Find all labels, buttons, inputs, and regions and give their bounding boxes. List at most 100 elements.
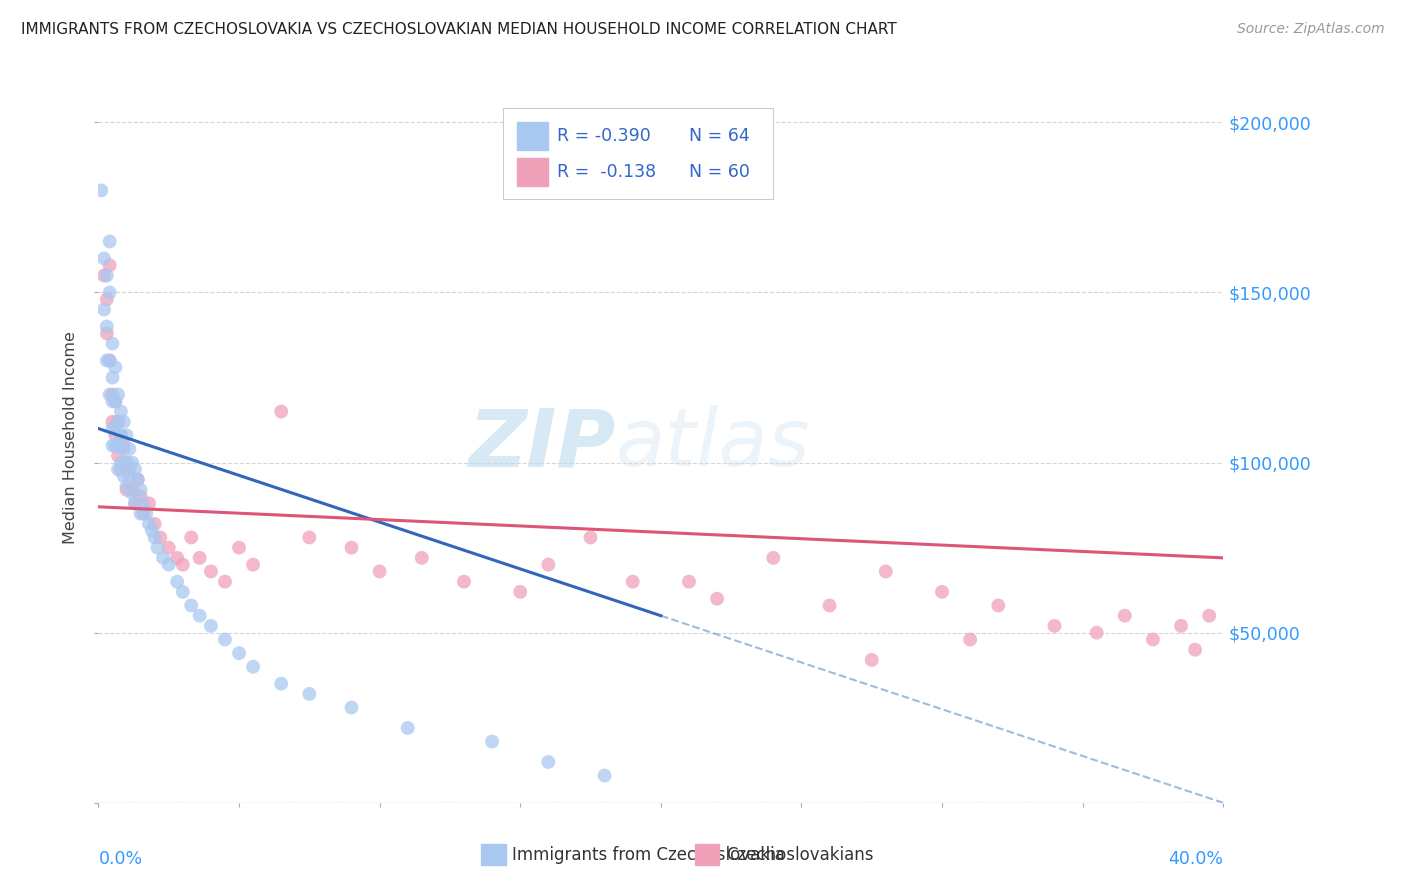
Point <box>98 258 121 272</box>
Point <box>860 653 883 667</box>
Point <box>152 550 174 565</box>
Point <box>101 415 124 429</box>
Point <box>1114 608 1136 623</box>
Point <box>172 585 194 599</box>
Point <box>132 496 155 510</box>
Point <box>115 479 138 493</box>
Point <box>104 421 127 435</box>
Point <box>593 768 616 782</box>
Point <box>396 721 419 735</box>
Point <box>138 516 160 531</box>
Bar <box>695 845 720 865</box>
Point <box>104 360 127 375</box>
Point <box>90 183 112 197</box>
Point <box>124 462 146 476</box>
Point <box>124 496 146 510</box>
Point <box>93 302 115 317</box>
Point <box>101 370 124 384</box>
Point <box>987 599 1010 613</box>
Point <box>214 574 236 589</box>
Point <box>98 285 121 300</box>
Point <box>157 541 180 555</box>
Point <box>107 462 129 476</box>
Point <box>104 394 127 409</box>
Text: 40.0%: 40.0% <box>1168 850 1223 868</box>
Point <box>110 428 132 442</box>
Point <box>96 268 118 283</box>
Point <box>188 608 211 623</box>
Bar <box>517 122 548 150</box>
Text: R = -0.390: R = -0.390 <box>557 127 651 145</box>
Point <box>706 591 728 606</box>
Point <box>214 632 236 647</box>
Point <box>579 531 602 545</box>
Point <box>110 456 132 470</box>
Y-axis label: Median Household Income: Median Household Income <box>63 331 79 543</box>
Point <box>1085 625 1108 640</box>
Point <box>931 585 953 599</box>
Point <box>298 531 321 545</box>
Point <box>110 428 132 442</box>
Point <box>188 550 211 565</box>
Point <box>127 473 149 487</box>
Point <box>138 496 160 510</box>
Point <box>149 531 172 545</box>
Point <box>200 619 222 633</box>
Point <box>959 632 981 647</box>
Point <box>118 462 141 476</box>
Point <box>104 428 127 442</box>
Point <box>537 755 560 769</box>
Point <box>110 462 132 476</box>
Point <box>453 574 475 589</box>
Point <box>228 646 250 660</box>
Point <box>340 700 363 714</box>
Point <box>818 599 841 613</box>
Point <box>678 574 700 589</box>
Point <box>118 442 141 456</box>
Point <box>228 541 250 555</box>
Point <box>143 516 166 531</box>
Point <box>127 473 149 487</box>
Point <box>112 439 135 453</box>
Point <box>180 599 202 613</box>
Point <box>141 524 163 538</box>
Point <box>98 353 121 368</box>
Point <box>509 585 531 599</box>
Point <box>270 677 292 691</box>
Point <box>115 456 138 470</box>
Point <box>481 734 503 748</box>
Text: 0.0%: 0.0% <box>98 850 142 868</box>
Point <box>411 550 433 565</box>
Point <box>104 394 127 409</box>
Point <box>101 394 124 409</box>
FancyBboxPatch shape <box>503 108 773 200</box>
Point <box>1043 619 1066 633</box>
Point <box>107 449 129 463</box>
Point <box>1170 619 1192 633</box>
Point <box>146 541 169 555</box>
Point <box>166 574 188 589</box>
Bar <box>517 159 548 186</box>
Point <box>112 469 135 483</box>
Point <box>107 415 129 429</box>
Point <box>118 469 141 483</box>
Point <box>135 507 157 521</box>
Point <box>101 439 124 453</box>
Point <box>172 558 194 572</box>
Point <box>157 558 180 572</box>
Point <box>101 387 124 401</box>
Point <box>98 353 121 368</box>
Point <box>132 507 155 521</box>
Point <box>270 404 292 418</box>
Point <box>143 531 166 545</box>
Point <box>115 428 138 442</box>
Point <box>101 336 124 351</box>
Point <box>875 565 897 579</box>
Point <box>1184 642 1206 657</box>
Point <box>110 404 132 418</box>
Point <box>112 415 135 429</box>
Bar <box>481 845 506 865</box>
Point <box>298 687 321 701</box>
Point <box>121 483 143 497</box>
Point <box>96 293 118 307</box>
